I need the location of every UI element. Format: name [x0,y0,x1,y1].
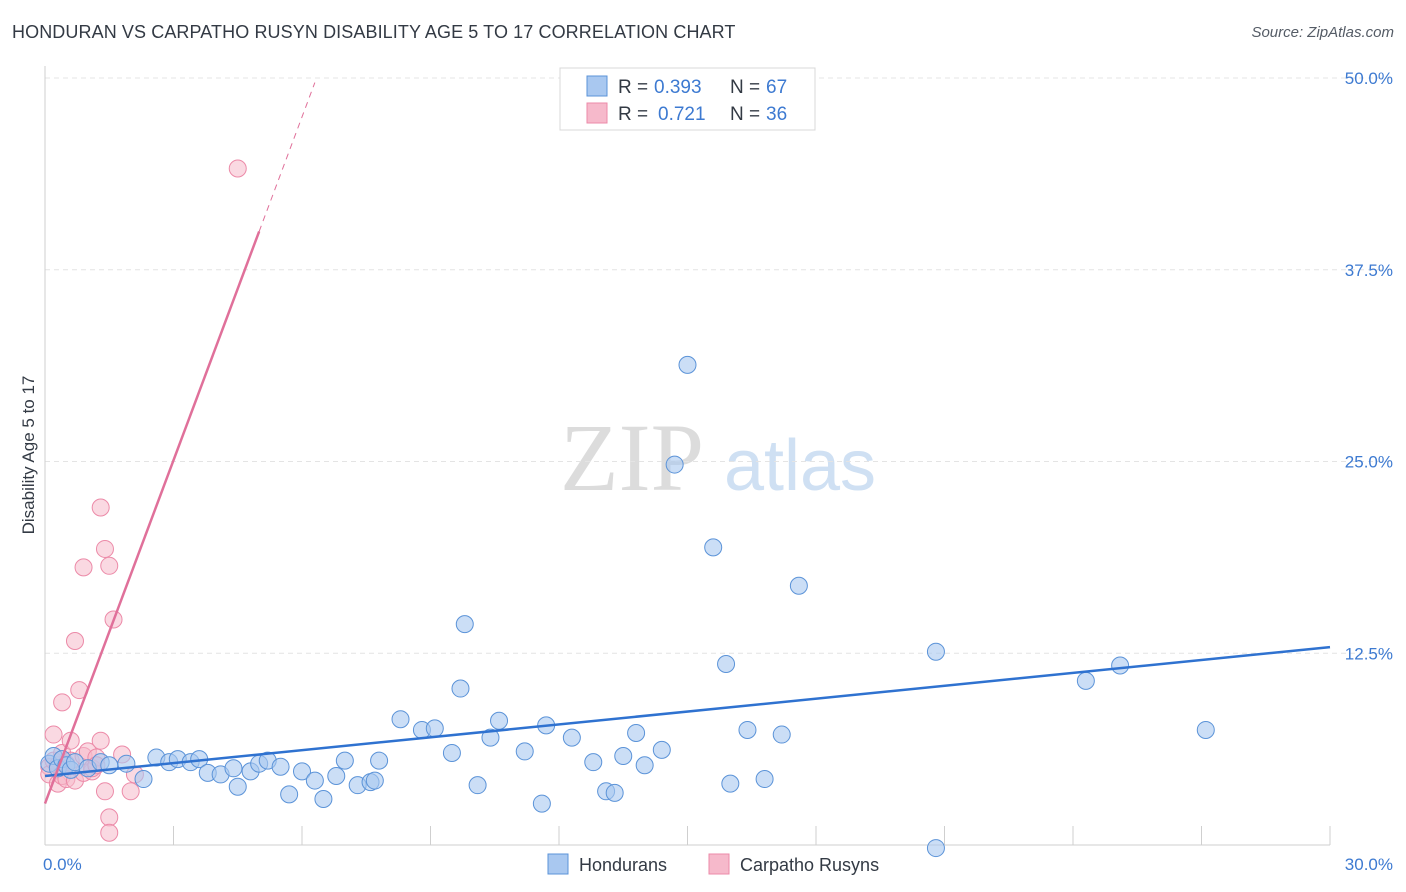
honduran-point [280,785,299,804]
honduran-point [481,728,500,747]
y-tick-label: 25.0% [1345,453,1393,472]
honduran-point [490,711,509,730]
honduran-point [614,747,633,766]
honduran-point [635,756,654,775]
legend-r-label-1: R = [618,77,648,98]
honduran-point [327,766,346,785]
honduran-point [425,719,444,738]
honduran-point [365,771,384,790]
x-tick-label-min: 0.0% [43,855,82,874]
honduran-point [738,720,757,739]
source-credit: Source: ZipAtlas.com [1251,24,1394,41]
carpatho-rusyn-point [91,731,110,750]
chart-title: HONDURAN VS CARPATHO RUSYN DISABILITY AG… [12,22,736,42]
carpatho-rusyn-point [95,782,114,801]
honduran-point [1076,671,1095,690]
carpatho-rusyn-trend-line [43,230,261,805]
honduran-point [271,757,290,776]
honduran-point [1111,656,1130,675]
honduran-point [293,762,311,781]
legend-r-value-1: 0.393 [654,77,702,98]
series-legend: Hondurans Carpatho Rusyns [547,853,879,875]
legend-n-value-1: 67 [766,77,787,98]
legend-n-label-1: N = [730,77,760,98]
honduran-point [451,679,470,698]
carpatho-rusyn-point [100,808,119,827]
honduran-point [1196,720,1215,739]
honduran-point [755,770,774,789]
honduran-point [605,783,624,802]
honduran-trend-line [44,645,1331,778]
carpatho-rusyn-point [228,159,247,178]
carpatho-rusyn-point [100,556,119,575]
carpatho-rusyn-point [44,725,63,744]
legend-n-value-2: 36 [766,104,787,125]
honduran-point [704,538,723,557]
y-axis-title: Disability Age 5 to 17 [19,376,38,535]
tick-labels: 12.5% 25.0% 37.5% 50.0% 0.0% 30.0% [43,69,1393,874]
honduran-point [442,743,461,762]
x-tick-label-max: 30.0% [1345,855,1393,874]
honduran-point [335,751,354,770]
honduran-point [228,777,247,796]
trend-lines [43,82,1331,805]
honduran-point [772,725,791,744]
honduran-point [515,742,534,761]
bottom-legend-swatch-carpatho-rusyns [708,853,730,875]
carpatho-rusyn-point [100,823,119,842]
honduran-point [678,355,697,374]
honduran-point [721,774,740,793]
honduran-point [370,751,389,770]
carpatho-rusyn-point [91,498,110,517]
carpatho-rusyn-point [53,693,72,712]
y-tick-label: 12.5% [1345,644,1393,663]
honduran-point [627,724,646,743]
legend-r-value-2: 0.721 [658,104,706,125]
honduran-point [314,789,333,808]
carpatho-rusyn-trend-extension [258,82,316,232]
legend-r-label-2: R = [618,104,648,125]
honduran-point [652,740,671,759]
honduran-point [926,839,945,858]
honduran-point [562,728,581,747]
watermark-atlas: atlas [724,426,876,506]
honduran-point [789,576,808,595]
hondurans-points [40,355,1215,858]
bottom-legend-swatch-hondurans [547,853,569,875]
honduran-point [224,759,243,778]
bottom-legend-label-carpatho-rusyns: Carpatho Rusyns [740,855,879,875]
honduran-point [468,776,487,795]
watermark-zip: ZIP [560,404,704,511]
legend-swatch-hondurans [586,75,608,97]
carpatho-rusyn-point [95,539,114,558]
honduran-point [717,654,736,673]
honduran-point [134,770,153,789]
carpatho-rusyn-point [65,631,84,650]
carpatho-rusyns-points [40,159,247,842]
carpatho-rusyn-point [74,558,93,577]
honduran-point [584,753,603,772]
honduran-point [665,455,684,474]
y-tick-label: 37.5% [1345,261,1393,280]
honduran-point [532,794,551,813]
honduran-point [455,615,474,634]
bottom-legend-label-hondurans: Hondurans [579,855,667,875]
axes [44,66,1331,846]
honduran-point [391,710,410,729]
y-tick-label: 50.0% [1345,69,1393,88]
honduran-point [305,771,324,790]
stats-legend: R = 0.393 N = 67 R = 0.721 N = 36 [559,67,816,131]
carpatho-rusyn-point [121,782,140,801]
legend-n-label-2: N = [730,104,760,125]
gridlines [45,77,1392,654]
legend-swatch-carpatho-rusyns [586,102,608,124]
honduran-point [926,642,945,661]
